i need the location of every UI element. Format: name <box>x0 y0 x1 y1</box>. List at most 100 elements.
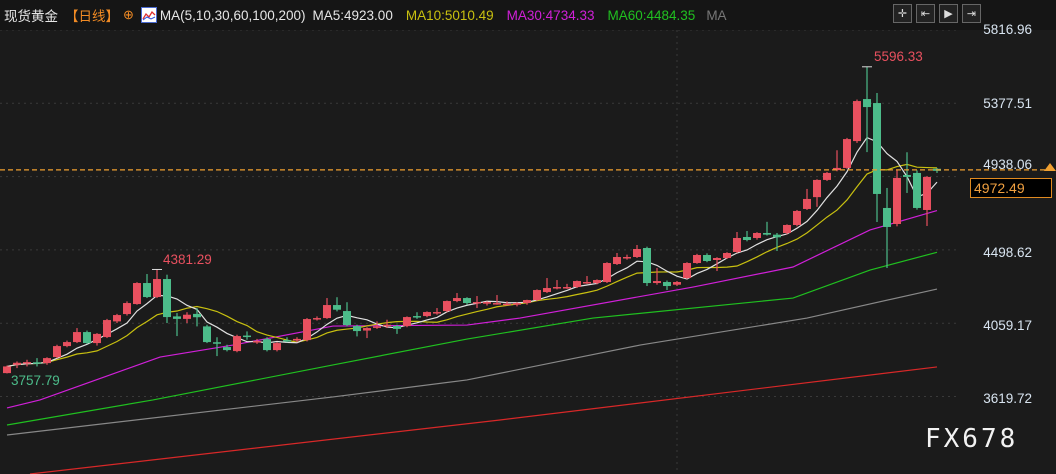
watermark-logo: FX678 <box>925 424 1019 454</box>
candle-down <box>343 311 351 326</box>
candle-up <box>713 258 721 261</box>
candle-down <box>353 326 361 332</box>
high-price-label: 5596.33 <box>874 48 923 64</box>
candle-up <box>693 255 701 264</box>
candle-down <box>193 313 201 318</box>
candle-up <box>843 139 851 168</box>
candle-up <box>503 303 511 306</box>
candle-down <box>33 362 41 364</box>
candle-up <box>603 263 611 283</box>
crosshair-icon[interactable]: ✛ <box>893 4 912 23</box>
candle-down <box>223 347 231 351</box>
candle-down <box>873 103 881 194</box>
candle-up <box>733 237 741 253</box>
candle-down <box>283 340 291 342</box>
candle-up <box>423 312 431 317</box>
ma30-line <box>6 210 938 409</box>
current-price-marker-icon <box>1044 163 1056 171</box>
candle-up <box>833 167 841 171</box>
zoom-range-icon[interactable]: ⇤ <box>916 4 935 23</box>
candle-up <box>93 333 101 344</box>
low-price-label: 3757.79 <box>11 373 60 389</box>
candle-up <box>303 319 311 341</box>
candle-down <box>913 172 921 208</box>
play-icon[interactable]: ▶ <box>939 4 958 23</box>
candle-up <box>43 358 51 364</box>
candle-up <box>753 232 761 238</box>
candle-up <box>383 324 391 327</box>
candle-up <box>523 300 531 304</box>
candle-up <box>363 328 371 331</box>
candle-up <box>653 281 661 284</box>
candle-down <box>83 332 91 344</box>
ma10-line <box>6 163 938 368</box>
candle-up <box>813 179 821 198</box>
candle-up <box>793 210 801 225</box>
candle-up <box>373 326 381 328</box>
candle-up <box>803 198 811 209</box>
candle-up <box>493 303 501 305</box>
ma-more: MA <box>706 7 727 23</box>
exit-icon[interactable]: ⇥ <box>962 4 981 23</box>
candle-up <box>453 298 461 302</box>
candle-up <box>73 332 81 343</box>
candle-up <box>113 315 121 322</box>
ma-indicator-icon[interactable] <box>140 7 157 23</box>
candle-up <box>543 288 551 293</box>
candle-down <box>143 283 151 298</box>
candle-up <box>563 287 571 289</box>
candle-up <box>233 336 241 352</box>
candle-down <box>203 326 211 343</box>
candle-down <box>263 339 271 351</box>
candle-down <box>163 279 171 318</box>
candle-up <box>403 317 411 327</box>
candle-up <box>273 343 281 351</box>
candle-up <box>293 338 301 341</box>
candle-down <box>173 316 181 319</box>
ma10-value: MA10:5010.49 <box>405 7 494 23</box>
symbol-title: 现货黄金 <box>4 9 58 24</box>
candle-up <box>553 287 561 289</box>
candle-up <box>613 257 621 265</box>
candle-down <box>393 326 401 329</box>
candle-down <box>413 316 421 318</box>
ma60-line <box>6 251 938 426</box>
candle-up <box>183 314 191 319</box>
candle-down <box>863 99 871 108</box>
candle-up <box>3 366 11 374</box>
candle-up <box>313 318 321 320</box>
axis-label: 4498.62 <box>983 245 1032 260</box>
axis-label: 5377.51 <box>983 96 1032 111</box>
ma30-value: MA30:4734.33 <box>506 7 595 23</box>
candle-up <box>823 172 831 180</box>
candle-down <box>663 282 671 287</box>
candle-up <box>53 346 61 358</box>
candle-down <box>213 342 221 344</box>
candle-up <box>323 305 331 319</box>
candle-up <box>853 101 861 142</box>
candle-down <box>703 255 711 262</box>
candle-up <box>123 303 131 315</box>
ma-params[interactable]: MA(5,10,30,60,100,200) <box>159 7 306 23</box>
candle-up <box>13 362 21 365</box>
candle-up <box>783 224 791 233</box>
candle-up <box>593 280 601 284</box>
candle-down <box>743 236 751 240</box>
candle-up <box>23 362 31 364</box>
add-indicator-icon[interactable]: ⊕ <box>123 7 134 22</box>
candle-down <box>463 298 471 304</box>
candle-up <box>633 249 641 258</box>
period-selector[interactable]: 【日线】 <box>65 9 119 24</box>
local-high-label: 4381.29 <box>163 252 212 268</box>
candle-up <box>923 176 931 210</box>
candle-down <box>643 248 651 284</box>
candle-up <box>63 342 71 347</box>
chart-header: 现货黄金 【日线】 ⊕ MA(5,10,30,60,100,200) MA5:4… <box>0 0 1056 30</box>
candle-up <box>623 257 631 259</box>
candle-up <box>683 263 691 279</box>
candle-down <box>883 207 891 227</box>
candle-up <box>723 253 731 259</box>
candle-up <box>533 290 541 301</box>
axis-label: 4938.06 <box>983 157 1032 172</box>
